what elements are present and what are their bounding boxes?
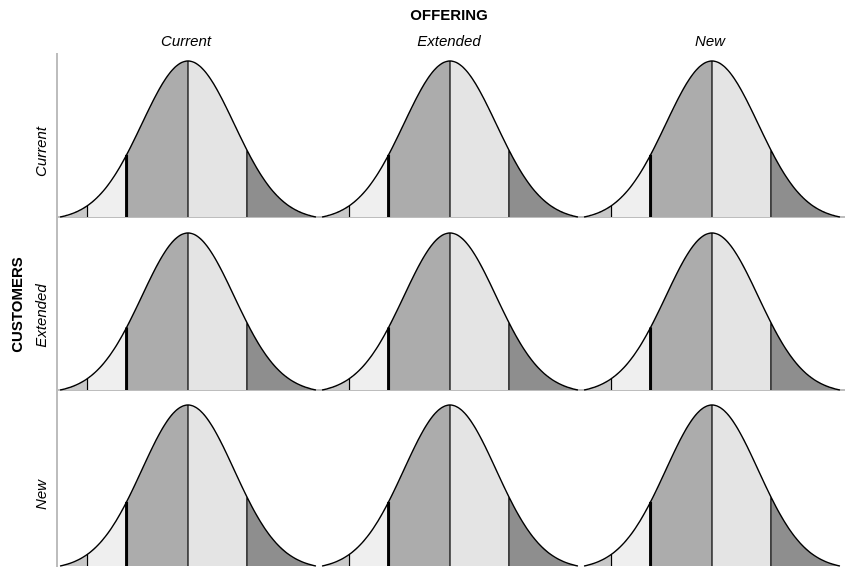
early-majority-segment [126, 233, 188, 390]
laggards-segment [770, 322, 840, 390]
bell-curve-extended-customers-new-offering [583, 232, 841, 391]
bell-curve-outline [321, 404, 579, 567]
bell-curve-outline [583, 232, 841, 391]
bell-curve-outline [321, 60, 579, 218]
bell-curve-current-customers-new-offering [583, 60, 841, 218]
laggards-segment [246, 496, 316, 566]
early-adopters-segment [349, 154, 389, 217]
early-adopters-segment [611, 154, 651, 217]
bell-curve-current-customers-extended-offering [321, 60, 579, 218]
bell-curve-new-customers-new-offering [583, 404, 841, 567]
late-majority-segment [188, 61, 247, 217]
innovators-segment [322, 205, 350, 217]
customers-label-current: Current [33, 126, 50, 177]
early-majority-segment [650, 233, 712, 390]
laggards-segment [508, 322, 578, 390]
bell-curve-outline [583, 404, 841, 567]
offering-label-new: New [695, 33, 726, 50]
late-majority-segment [450, 233, 509, 390]
innovators-segment [322, 554, 350, 566]
bell-curve-new-customers-extended-offering [321, 404, 579, 567]
early-majority-segment [126, 61, 188, 217]
laggards-segment [770, 149, 840, 217]
laggards-segment [246, 322, 316, 390]
early-adopters-segment [611, 501, 651, 566]
early-adopters-segment [349, 501, 389, 566]
innovators-segment [584, 554, 612, 566]
early-majority-segment [388, 233, 450, 390]
innovators-segment [322, 378, 350, 390]
laggards-segment [770, 496, 840, 566]
customers-axis-title: CUSTOMERS [9, 257, 26, 353]
offering-label-extended: Extended [417, 33, 481, 50]
bell-curve-new-customers-current-offering [59, 404, 317, 567]
late-majority-segment [188, 233, 247, 390]
offering-axis-title: OFFERING [410, 7, 488, 24]
innovators-segment [60, 205, 88, 217]
late-majority-segment [188, 405, 247, 566]
bell-curve-outline [583, 60, 841, 218]
early-majority-segment [650, 405, 712, 566]
late-majority-segment [712, 61, 771, 217]
late-majority-segment [450, 61, 509, 217]
early-majority-segment [126, 405, 188, 566]
late-majority-segment [712, 405, 771, 566]
late-majority-segment [450, 405, 509, 566]
innovators-segment [584, 205, 612, 217]
early-majority-segment [650, 61, 712, 217]
laggards-segment [508, 149, 578, 217]
bell-curve-extended-customers-extended-offering [321, 232, 579, 391]
early-majority-segment [388, 61, 450, 217]
early-adopters-segment [87, 327, 127, 390]
laggards-segment [246, 149, 316, 217]
bell-curve-outline [321, 232, 579, 391]
bell-curve-outline [59, 232, 317, 391]
early-adopters-segment [611, 327, 651, 390]
early-adopters-segment [349, 327, 389, 390]
innovators-segment [584, 378, 612, 390]
offering-label-current: Current [161, 33, 212, 50]
bell-curve-outline [59, 60, 317, 218]
innovators-segment [60, 378, 88, 390]
bell-curve-current-customers-current-offering [59, 60, 317, 218]
bell-curve-extended-customers-current-offering [59, 232, 317, 391]
early-adopters-segment [87, 154, 127, 217]
customers-label-extended: Extended [33, 284, 50, 348]
early-majority-segment [388, 405, 450, 566]
innovators-segment [60, 554, 88, 566]
curve-cells [59, 60, 841, 567]
bell-curve-outline [59, 404, 317, 567]
laggards-segment [508, 496, 578, 566]
early-adopters-segment [87, 501, 127, 566]
customers-label-new: New [33, 479, 50, 510]
late-majority-segment [712, 233, 771, 390]
